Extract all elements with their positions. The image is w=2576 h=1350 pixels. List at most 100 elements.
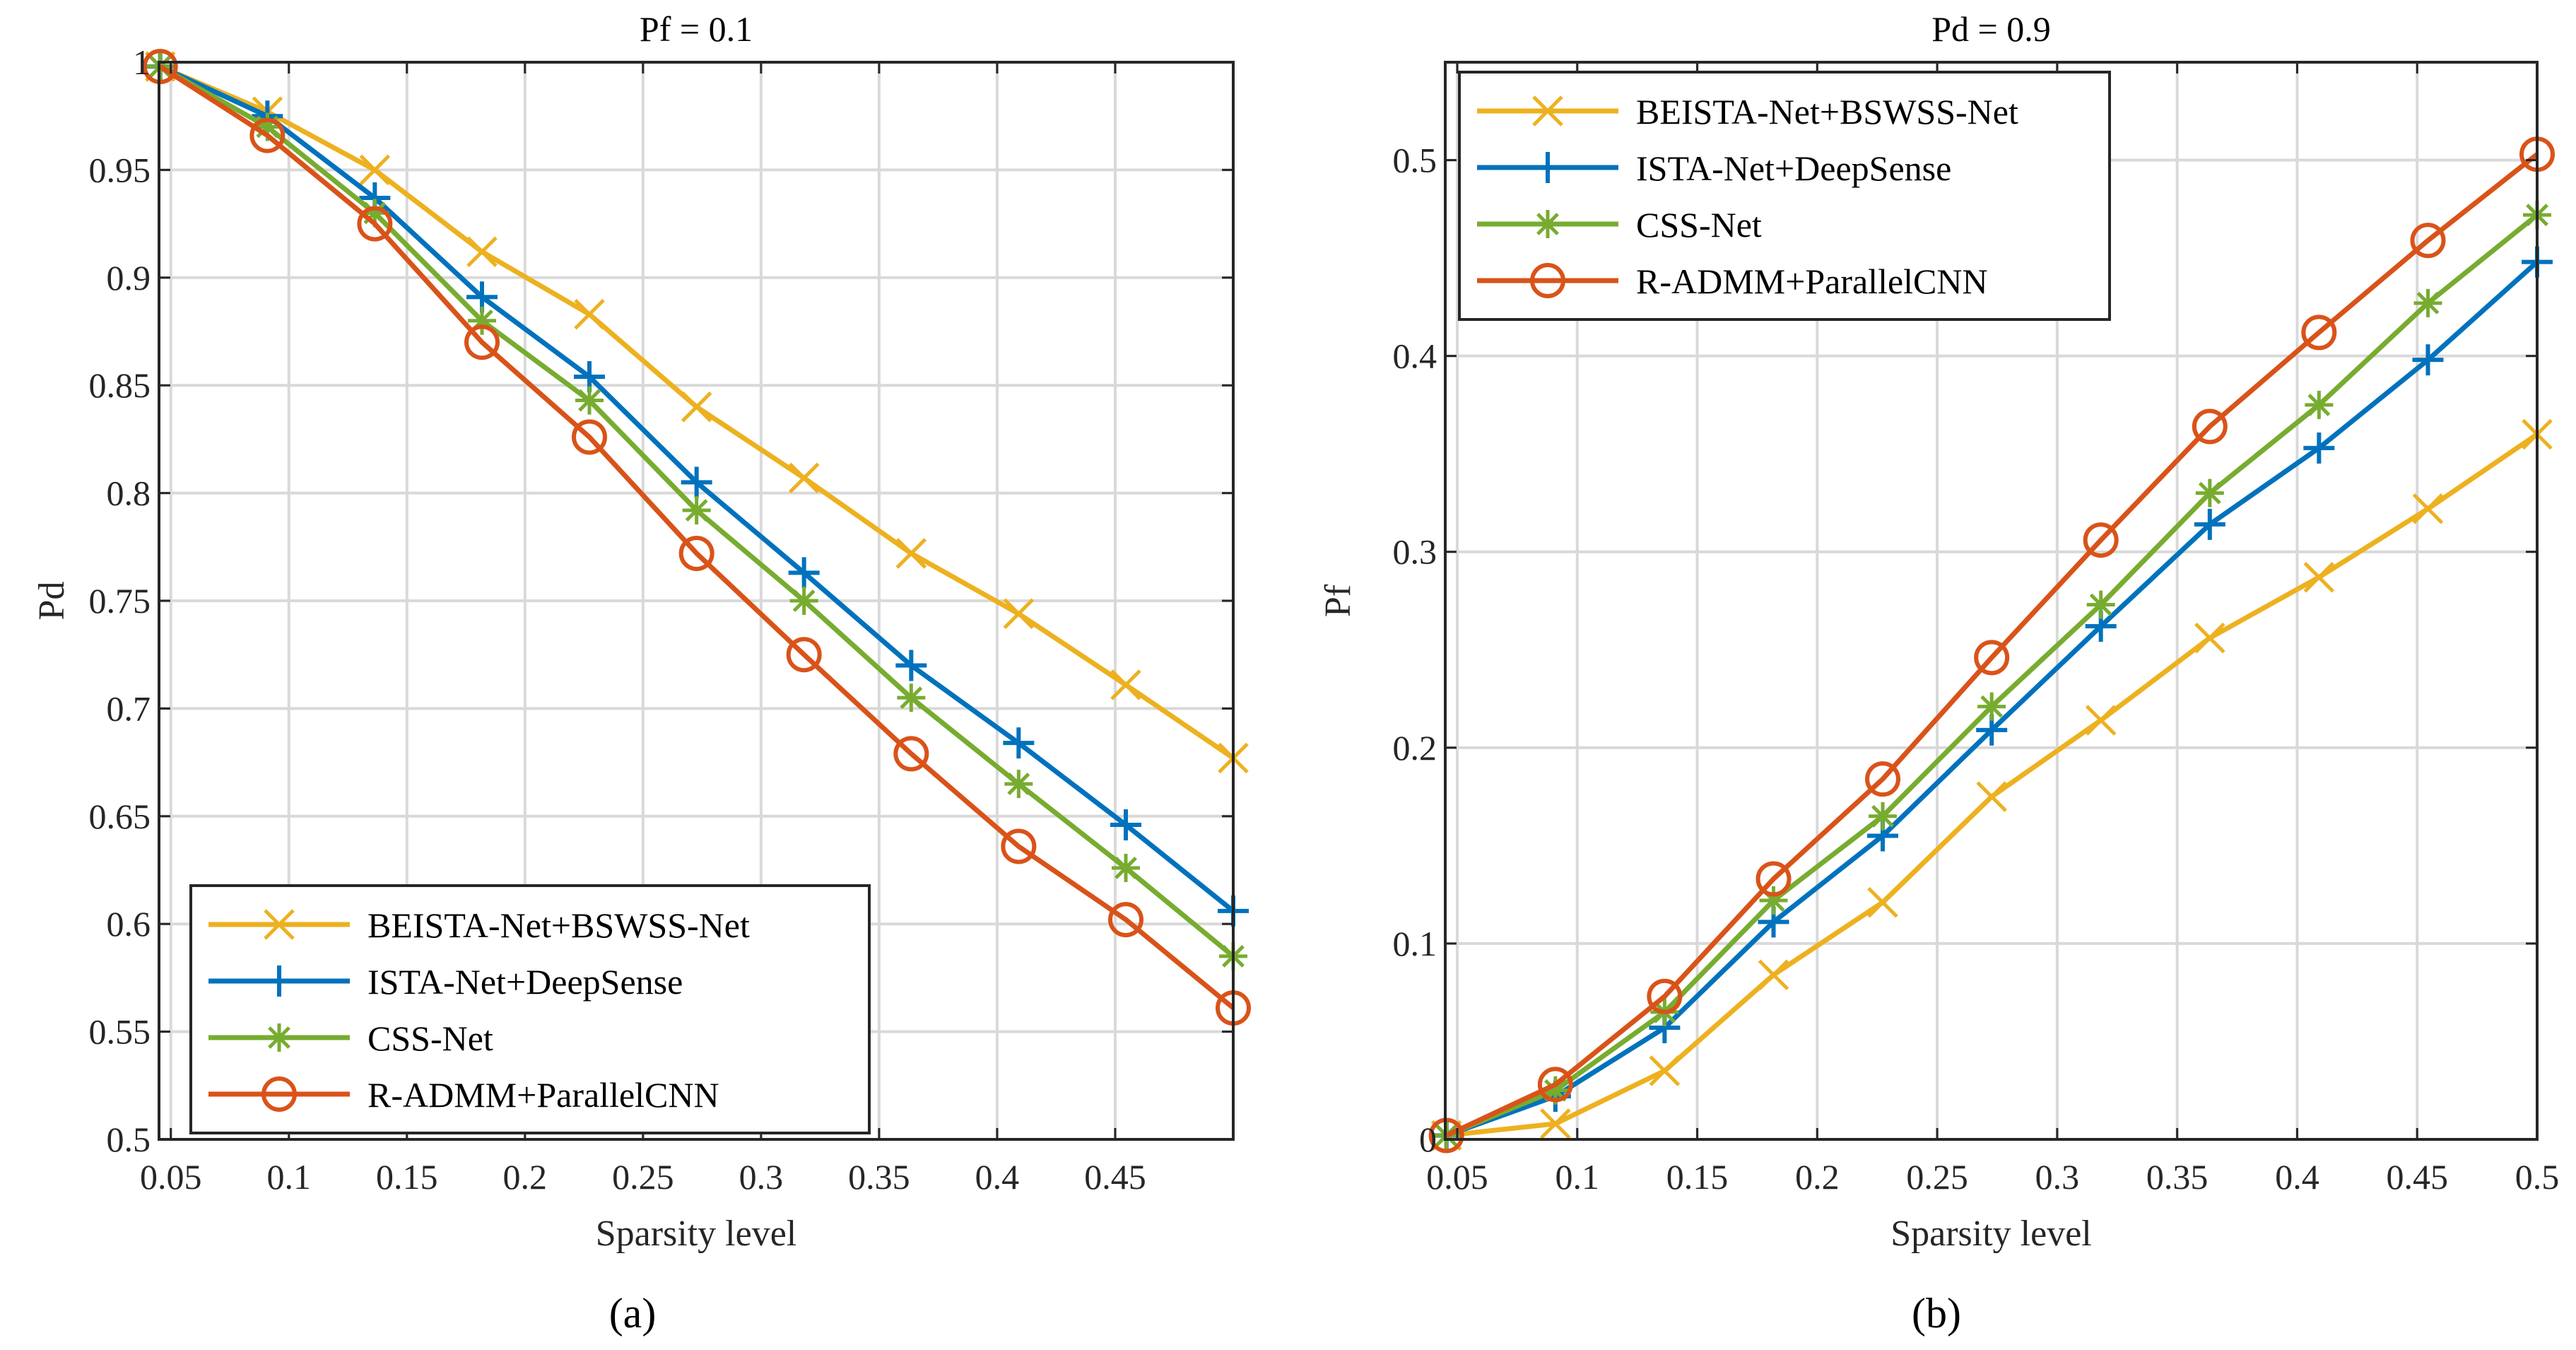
legend-item-radmm: R-ADMM+ParallelCNN [208, 1075, 719, 1115]
axes-box [1444, 61, 2539, 1141]
x-tick-label: 0.2 [503, 1157, 548, 1197]
x-tick-label: 0.45 [2386, 1157, 2448, 1197]
legend-label: R-ADMM+ParallelCNN [1636, 262, 1988, 301]
data-point-ista [2194, 508, 2225, 540]
y-tick-label: 0.3 [1393, 532, 1437, 572]
chart-panel-a: 0.05 0.1 0.15 0.2 0.25 0.3 0.35 0.4 0.45 0.5 0.55 0… [32, 9, 1251, 1254]
data-point-css [789, 587, 818, 615]
series-css [146, 52, 1247, 970]
series-radmm [1428, 136, 2555, 1154]
legend-label: ISTA-Net+DeepSense [367, 962, 683, 1002]
data-point-radmm [2192, 409, 2228, 445]
x-tick-label: 0.25 [612, 1157, 674, 1197]
panel-a-caption: (a) [609, 1290, 657, 1337]
data-point-beista [1540, 1108, 1571, 1139]
legend-label: R-ADMM+ParallelCNN [367, 1075, 719, 1115]
chart-panel-b: 0.05 0.1 0.15 0.2 0.25 0.3 0.35 0.4 0.45 0.5 0 0.1 0… [1318, 9, 2559, 1254]
y-tick-label: 0.4 [1393, 336, 1437, 376]
legend-item-css: CSS-Net [1477, 205, 1762, 245]
circle-marker [261, 1076, 297, 1112]
data-point-radmm [1537, 1067, 1573, 1103]
legend-label: BEISTA-Net+BSWSS-Net [1636, 92, 2018, 131]
y-tick-label: 0.1 [1393, 924, 1437, 963]
data-point-radmm [786, 637, 822, 673]
data-point-radmm [2410, 223, 2446, 259]
y-tick-label: 0.5 [1393, 141, 1437, 180]
data-point-css [682, 495, 711, 524]
asterisk-marker [1534, 210, 1562, 238]
y-tick-label: 0.5 [107, 1120, 151, 1159]
legend-item-beista: BEISTA-Net+BSWSS-Net [208, 905, 750, 945]
asterisk-marker [265, 1023, 293, 1052]
x-tick-label: 0.4 [2275, 1157, 2319, 1197]
data-point-css [2086, 590, 2115, 619]
circle-marker [1530, 263, 1565, 298]
data-point-css [1112, 853, 1140, 882]
data-point-beista [681, 391, 712, 423]
data-point-radmm [1974, 640, 2010, 676]
plus-marker [1532, 152, 1563, 183]
data-point-radmm [572, 419, 608, 455]
legend: BEISTA-Net+BSWSS-Net ISTA-Net+DeepSense CS… [189, 884, 871, 1134]
data-point-ista [1110, 809, 1141, 840]
data-point-radmm [249, 117, 286, 153]
x-tick-label: 0.2 [1795, 1157, 1840, 1197]
x-tick-label: 0.5 [2515, 1157, 2560, 1197]
legend-item-css: CSS-Net [208, 1019, 493, 1058]
chart-title: Pd = 0.9 [1931, 9, 2051, 49]
x-tick-label: 0.05 [1426, 1157, 1488, 1197]
x-tick-label: 0.05 [140, 1157, 202, 1197]
x-tick-label: 0.4 [975, 1157, 1020, 1197]
data-point-beista [1976, 781, 2007, 812]
data-point-css [2195, 479, 2224, 507]
data-point-beista [466, 236, 498, 267]
legend-item-radmm: R-ADMM+ParallelCNN [1477, 262, 1988, 301]
data-point-beista [574, 298, 605, 330]
data-point-beista [788, 462, 820, 494]
data-point-radmm [2301, 315, 2337, 351]
x-tick-label: 0.15 [376, 1157, 438, 1197]
data-point-radmm [893, 736, 929, 772]
y-tick-label: 0.6 [107, 904, 151, 944]
legend-label: BEISTA-Net+BSWSS-Net [367, 905, 750, 945]
y-axis-label: Pf [1318, 584, 1358, 617]
panel-b-caption: (b) [1912, 1290, 1961, 1337]
data-point-ista [788, 557, 820, 589]
data-point-beista [2085, 705, 2117, 736]
legend-item-ista: ISTA-Net+DeepSense [1477, 148, 1951, 188]
data-point-beista [895, 538, 927, 569]
legend-label: CSS-Net [1636, 205, 1762, 245]
y-tick-label: 0.95 [89, 150, 151, 189]
data-point-ista [2412, 344, 2444, 376]
x-tick-label: 0.15 [1666, 1157, 1729, 1197]
x-tick-label: 0.3 [739, 1157, 784, 1197]
data-point-radmm [1647, 978, 1683, 1014]
y-tick-label: 0.85 [89, 365, 151, 405]
x-axis-label: Sparsity level [596, 1214, 797, 1254]
data-point-beista [359, 154, 391, 186]
data-point-css [897, 683, 926, 712]
x-tick-label: 0.3 [2035, 1157, 2080, 1197]
data-point-radmm [1108, 902, 1143, 938]
data-point-radmm [357, 206, 393, 242]
x-tick-label: 0.35 [2146, 1157, 2209, 1197]
data-point-beista [2303, 561, 2335, 593]
x-tick-label: 0.1 [1555, 1157, 1600, 1197]
legend-item-beista: BEISTA-Net+BSWSS-Net [1477, 92, 2018, 131]
data-point-beista [1758, 959, 1789, 991]
data-point-css [1004, 770, 1033, 799]
x-tick-label: 0.1 [266, 1157, 311, 1197]
y-tick-label: 0.75 [89, 581, 151, 621]
y-tick-label: 0.55 [89, 1012, 151, 1052]
data-point-ista [2303, 432, 2335, 464]
x-marker [264, 909, 295, 940]
y-axis-label: Pd [32, 582, 72, 621]
y-tick-label: 1 [133, 42, 151, 82]
chart-title: Pf = 0.1 [640, 9, 753, 49]
data-point-ista [895, 650, 927, 681]
data-point-ista [1003, 727, 1035, 759]
data-point-radmm [1001, 828, 1037, 864]
data-point-beista [1110, 669, 1141, 700]
data-point-css [2413, 288, 2442, 317]
data-point-radmm [678, 535, 714, 571]
